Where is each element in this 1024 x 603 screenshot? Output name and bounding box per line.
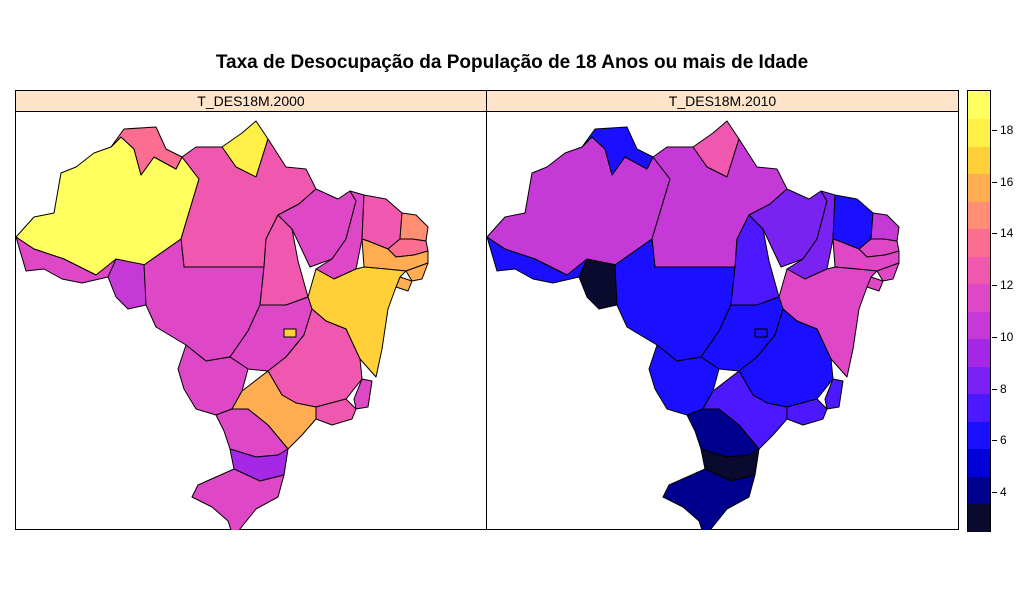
state-df [283,328,297,338]
color-key-tick-label: 12 [1000,278,1014,293]
color-key-swatch [968,91,990,120]
color-key-tick [992,336,997,338]
map-2010 [487,120,900,530]
state-rr [110,126,183,176]
state-al [876,262,900,282]
color-key-tick [992,233,997,235]
color-key-tick-label: 6 [1000,433,1007,448]
color-key-tick [992,440,997,442]
color-key-tick-label: 16 [1000,174,1014,189]
state-al [405,262,429,282]
state-ro [578,258,618,310]
panel-2010: T_DES18M.2010 [486,90,959,530]
color-key-tick-label: 8 [1000,381,1007,396]
color-key-swatch [968,256,990,285]
color-key-swatch [968,311,990,340]
color-key-swatch [968,283,990,312]
color-key-swatch [968,503,990,532]
map-2000 [16,120,429,530]
panel-label-2010: T_DES18M.2010 [487,91,958,112]
state-rs [191,468,285,530]
color-key-tick [992,285,997,287]
color-key-swatch [968,476,990,505]
color-key-swatch [968,228,990,257]
color-key-tick-label: 14 [1000,226,1014,241]
color-key-tick [992,388,997,390]
state-df [754,328,768,338]
color-key [967,90,991,532]
state-es [824,378,844,410]
state-rn [399,212,429,242]
color-key-swatch [968,393,990,422]
color-key-tick-label: 18 [1000,122,1014,137]
color-key-swatch [968,338,990,367]
map-title: Taxa de Desocupação da População de 18 A… [215,52,809,73]
panel-2000: T_DES18M.2000 [15,90,487,530]
state-ro [107,258,147,310]
color-key-tick-label: 4 [1000,485,1007,500]
state-rs [662,468,756,530]
color-key-tick [992,129,997,131]
color-key-swatch [968,146,990,175]
color-key-swatch [968,448,990,477]
color-key-swatch [968,118,990,147]
state-es [353,378,373,410]
color-key-swatch [968,201,990,230]
color-key-tick [992,181,997,183]
color-key-swatch [968,421,990,450]
color-key-tick [992,492,997,494]
state-rn [870,212,900,242]
color-key-swatch [968,366,990,395]
color-key-tick-label: 10 [1000,329,1014,344]
state-rr [581,126,654,176]
panel-label-2000: T_DES18M.2000 [16,91,486,112]
color-key-swatch [968,173,990,202]
